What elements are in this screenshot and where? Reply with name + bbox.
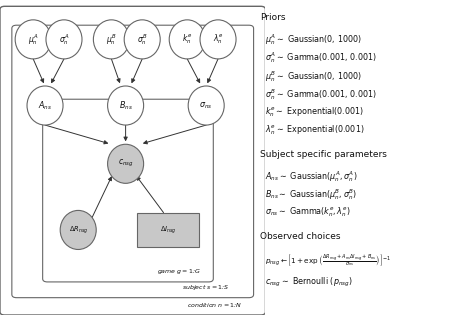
Ellipse shape: [188, 86, 224, 125]
Text: $\mu_n^B$: $\mu_n^B$: [106, 32, 117, 47]
Ellipse shape: [124, 20, 160, 59]
Ellipse shape: [108, 144, 144, 183]
Ellipse shape: [169, 20, 205, 59]
Text: $\mu_n^A \sim$ Gaussian(0, 1000): $\mu_n^A \sim$ Gaussian(0, 1000): [264, 32, 361, 47]
Text: Subject specific parameters: Subject specific parameters: [260, 150, 387, 159]
Text: $c_{nsg} \sim$ Bernoulli $(p_{nsg})$: $c_{nsg} \sim$ Bernoulli $(p_{nsg})$: [264, 276, 353, 289]
Ellipse shape: [108, 86, 144, 125]
Text: Priors: Priors: [260, 13, 286, 22]
Text: $A_{ns} \sim$ Gaussian$(\mu_n^A, \sigma_n^A)$: $A_{ns} \sim$ Gaussian$(\mu_n^A, \sigma_…: [264, 169, 357, 184]
Text: Observed choices: Observed choices: [260, 232, 341, 241]
Text: $\Delta R_{nsg}$: $\Delta R_{nsg}$: [69, 224, 88, 236]
Ellipse shape: [200, 20, 236, 59]
Ellipse shape: [15, 20, 51, 59]
Text: $p_{nsg} \leftarrow \left[1 + \exp\left(\frac{\Delta R_{nsg} + A_{ns}\Delta I_{n: $p_{nsg} \leftarrow \left[1 + \exp\left(…: [264, 252, 391, 268]
Text: $\mu_n^B \sim$ Gaussian(0, 1000): $\mu_n^B \sim$ Gaussian(0, 1000): [264, 69, 361, 83]
Text: $\lambda_n^e \sim$ Exponential(0.001): $\lambda_n^e \sim$ Exponential(0.001): [264, 123, 364, 137]
Text: $\sigma_n^A \sim$ Gamma(0.001, 0.001): $\sigma_n^A \sim$ Gamma(0.001, 0.001): [264, 50, 376, 65]
Text: $\Delta I_{nsg}$: $\Delta I_{nsg}$: [160, 224, 177, 236]
Text: subject $s = 1$:$S$: subject $s = 1$:$S$: [182, 283, 230, 292]
Text: $k_n^e$: $k_n^e$: [182, 33, 192, 46]
Text: $\sigma_n^B$: $\sigma_n^B$: [137, 32, 147, 47]
Text: $\sigma_{ns}$: $\sigma_{ns}$: [200, 100, 213, 111]
FancyBboxPatch shape: [137, 213, 199, 247]
Text: $\mu_n^A$: $\mu_n^A$: [28, 32, 38, 47]
Text: $k_n^e \sim$ Exponential(0.001): $k_n^e \sim$ Exponential(0.001): [264, 105, 364, 119]
Ellipse shape: [27, 86, 63, 125]
Text: $B_{ns} \sim$ Gaussian$(\mu_n^B, \sigma_n^B)$: $B_{ns} \sim$ Gaussian$(\mu_n^B, \sigma_…: [264, 187, 356, 202]
Text: $\sigma_n^A$: $\sigma_n^A$: [59, 32, 69, 47]
Text: game $g = 1$:$G$: game $g = 1$:$G$: [157, 267, 201, 276]
Ellipse shape: [93, 20, 129, 59]
Text: $A_{ns}$: $A_{ns}$: [38, 99, 52, 112]
Ellipse shape: [60, 210, 96, 249]
Text: $\sigma_n^B \sim$ Gamma(0.001, 0.001): $\sigma_n^B \sim$ Gamma(0.001, 0.001): [264, 87, 376, 102]
Text: $\sigma_{ns} \sim$ Gamma$(k_n^e, \lambda_n^e)$: $\sigma_{ns} \sim$ Gamma$(k_n^e, \lambda…: [264, 206, 350, 219]
Text: condition $n = 1$:$N$: condition $n = 1$:$N$: [187, 301, 242, 309]
Text: $\lambda_n^e$: $\lambda_n^e$: [213, 33, 223, 46]
Ellipse shape: [46, 20, 82, 59]
Text: $c_{nsg}$: $c_{nsg}$: [118, 158, 133, 169]
Text: $B_{ns}$: $B_{ns}$: [118, 99, 133, 112]
